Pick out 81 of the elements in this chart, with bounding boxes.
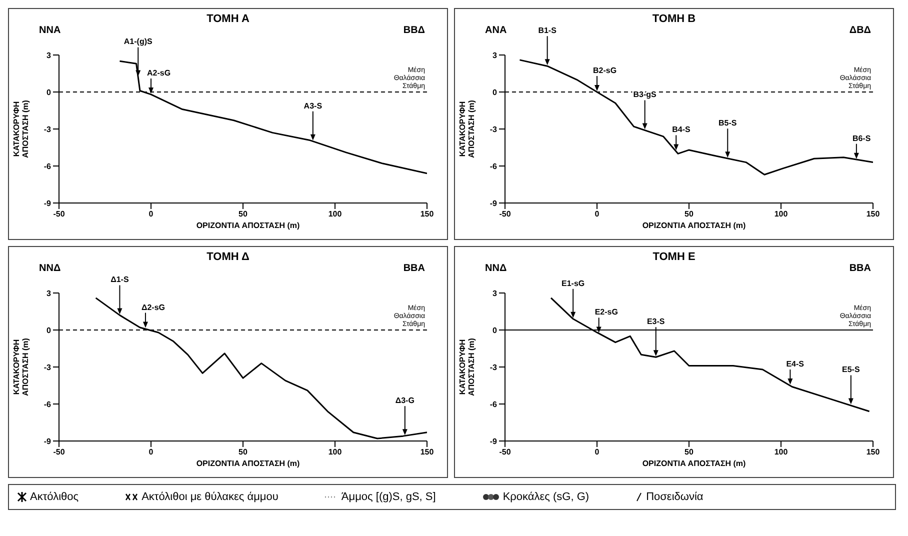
y-tick-label: -3 [44,362,52,372]
y-axis-title: ΚΑΤΑΚΟΡΥΦΗ ΑΠΟΣΤΑΣΗ (m) [12,338,30,396]
text: ΔΒΔ [849,25,871,36]
annotation: Β2-sG [593,66,617,75]
y-tick-label: 0 [46,88,52,97]
x-tick-label: 150 [866,210,880,219]
x-tick-label: 50 [238,210,248,219]
x-tick-label: -50 [499,448,512,457]
text: ΒΒΑ [849,263,871,274]
annotation: Δ1-S [110,275,130,284]
annotation: Ε4-S [786,360,805,368]
text: Άμμος [(g)S, gS, S] [341,491,436,503]
x-tick-label: 0 [148,210,154,219]
x-tick-label: 0 [594,210,600,219]
y-tick-label: 3 [492,50,498,60]
y-tick-label: -6 [44,400,52,409]
y-tick-label: -9 [44,198,52,208]
y-tick-label: -9 [44,436,52,446]
chart-title: ΤΟΜΗ Δ [206,251,250,263]
x-tick-label: -50 [53,210,66,219]
annotation: Β5-S [718,118,738,128]
chart-title: ΤΟΜΗ Β [651,13,697,25]
y-tick-label: -6 [490,400,498,409]
annotation: Α1-(g)S [124,37,153,46]
text: ΑΝΑ [485,25,507,36]
y-tick-label: 3 [492,288,498,298]
y-axis-title: ΚΑΤΑΚΟΡΥΦΗ ΑΠΟΣΤΑΣΗ (m) [12,100,30,158]
x-tick-label: 0 [594,448,600,457]
x-tick-label: 50 [238,448,248,457]
chart-title: ΤΟΜΗ Ε [652,251,696,263]
annotation: Ε2-sG [594,308,618,317]
y-axis-title: ΚΑΤΑΚΟΡΥΦΗ ΑΠΟΣΤΑΣΗ (m) [458,338,476,396]
text: Ακτόλιθοι με θύλακες άμμου [142,491,278,503]
text: ΝΝΑ [39,25,61,36]
annotation: Β4-S [672,125,692,134]
text: ΒΒΔ [403,25,425,36]
text: Ακτόλιθος [30,491,79,503]
y-tick-label: 0 [492,88,498,97]
y-tick-label: -3 [44,124,52,134]
x-tick-label: 0 [148,448,154,457]
x-axis-title: ΟΡΙΖΟΝΤΙΑ ΑΠΟΣΤΑΣΗ (m) [195,459,301,468]
text: Κροκάλες (sG, G) [502,491,590,503]
annotation: Α2-sG [147,68,171,78]
annotation: Δ2-sG [141,302,166,312]
text: ΝΝΔ [485,263,507,274]
y-tick-label: -9 [490,198,498,208]
y-tick-label: -9 [490,436,498,446]
text: Ποσειδωνία [646,491,704,503]
y-axis-title: ΚΑΤΑΚΟΡΥΦΗ ΑΠΟΣΤΑΣΗ (m) [458,100,476,158]
x-tick-label: -50 [499,210,512,219]
text: ΒΒΑ [403,263,425,274]
annotation: Ε5-S [842,365,860,374]
x-tick-label: 100 [328,210,342,219]
chart-title: ΤΟΜΗ Α [206,13,250,25]
x-tick-label: 100 [774,448,788,457]
x-tick-label: 50 [684,210,694,219]
x-axis-title: ΟΡΙΖΟΝΤΙΑ ΑΠΟΣΤΑΣΗ (m) [641,221,747,230]
y-tick-label: -6 [44,162,52,171]
annotation: Β1-S [538,26,558,36]
annotation: Δ3-G [395,396,414,406]
x-tick-label: 100 [328,448,342,457]
x-tick-label: 100 [774,210,788,219]
annotation: Ε1-sG [562,278,585,288]
y-tick-label: -3 [490,362,498,372]
y-tick-label: 3 [46,50,52,60]
x-axis-title: ΟΡΙΖΟΝΤΙΑ ΑΠΟΣΤΑΣΗ (m) [195,221,301,230]
y-tick-label: 0 [46,326,52,335]
x-tick-label: -50 [53,448,66,457]
text: ΝΝΔ [39,263,61,274]
x-tick-label: 150 [866,448,880,457]
annotation: Ε3-S [646,317,666,326]
y-tick-label: -3 [490,124,498,134]
annotation: Α3-S [304,101,323,110]
x-tick-label: 150 [420,448,434,457]
x-tick-label: 50 [684,448,694,457]
x-tick-label: 150 [420,210,434,219]
y-tick-label: 3 [46,288,52,298]
y-tick-label: 0 [492,326,498,335]
x-axis-title: ΟΡΙΖΟΝΤΙΑ ΑΠΟΣΤΑΣΗ (m) [641,459,747,468]
annotation: Β6-S [852,134,872,143]
y-tick-label: -6 [490,162,498,171]
